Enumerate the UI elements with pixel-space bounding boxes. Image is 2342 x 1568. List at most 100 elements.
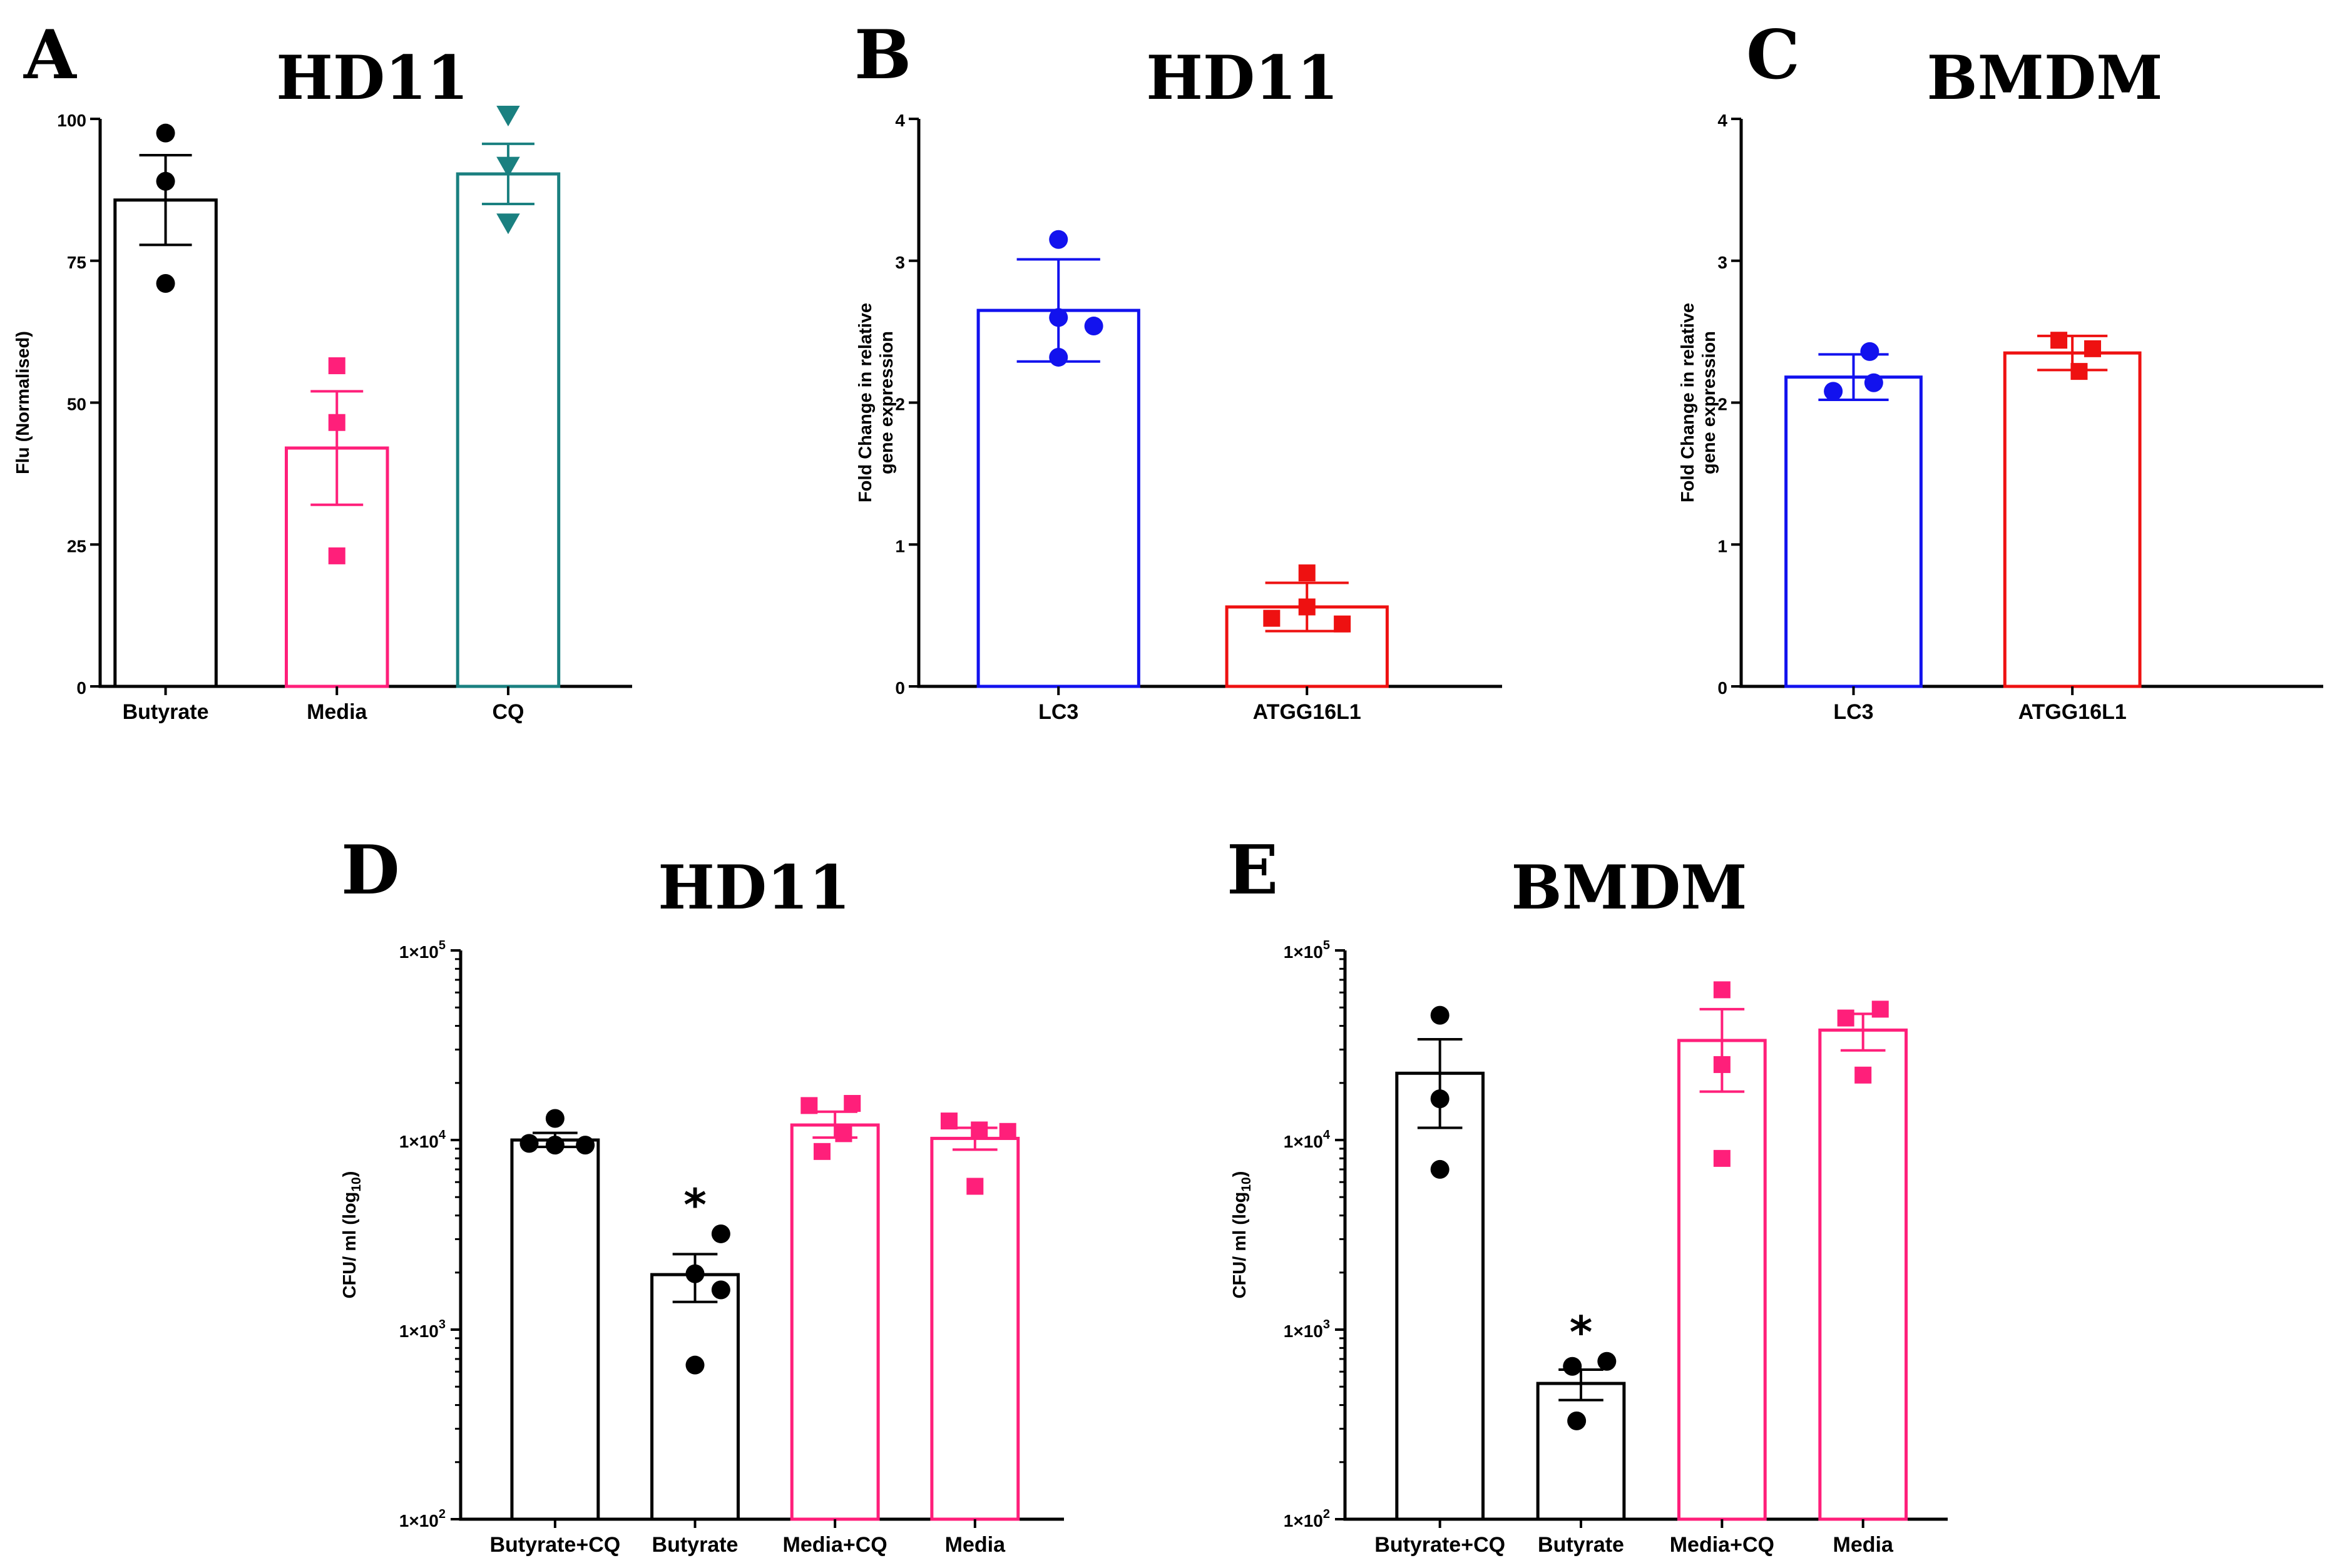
data-point	[966, 1178, 984, 1195]
y-tick-label: 1×104	[399, 1128, 446, 1151]
y-tick-label: 0	[1717, 678, 1727, 698]
data-point	[156, 171, 175, 191]
data-point	[1871, 1000, 1889, 1018]
data-point	[496, 213, 520, 235]
y-tick-label: 1×103	[399, 1318, 446, 1341]
y-tick-label: 2	[895, 395, 905, 414]
chart-title: HD11	[276, 43, 469, 113]
data-point	[1837, 1009, 1854, 1027]
data-point	[1430, 1089, 1450, 1109]
data-point	[835, 1125, 852, 1143]
data-point	[576, 1136, 595, 1155]
panel-letter: C	[1746, 16, 1800, 94]
chart-title: HD11	[1146, 43, 1339, 113]
data-point	[1263, 609, 1281, 627]
chart-panel-e: E BMDM 1×102 1×103 1×104 1×105 CFU/ ml (log10)…	[1227, 831, 1948, 1557]
panel-letter: E	[1227, 831, 1278, 910]
data-point	[2050, 332, 2068, 349]
y-tick-label: 1×104	[1284, 1128, 1331, 1151]
data-point	[1298, 564, 1316, 582]
data-point	[1430, 1159, 1450, 1179]
y-tick-label: 100	[57, 111, 86, 130]
y-axis-label: CFU/ ml (log10)	[340, 1171, 364, 1299]
data-point	[1084, 317, 1103, 336]
y-tick-label: 1×103	[1284, 1318, 1330, 1341]
y-tick-label: 3	[895, 253, 905, 272]
x-tick-label: Butyrate+CQ	[1374, 1533, 1505, 1557]
y-axis-label: Fold Change in relative	[856, 303, 876, 502]
x-tick-label: Butyrate+CQ	[489, 1533, 620, 1557]
data-point	[999, 1123, 1016, 1140]
x-tick-label: CQ	[492, 700, 524, 724]
y-tick-label: 0	[76, 678, 86, 698]
data-point	[711, 1280, 730, 1300]
x-tick-label: ATGG16L1	[2018, 700, 2127, 724]
y-tick-label: 1	[1717, 536, 1727, 556]
data-point	[1334, 615, 1351, 633]
chart-title: HD11	[658, 852, 851, 923]
y-tick-label: 3	[1717, 253, 1727, 272]
y-tick-label: 1×105	[1284, 939, 1330, 962]
y-tick-label: 0	[895, 678, 905, 698]
data-point	[328, 414, 345, 431]
data-point	[685, 1264, 705, 1283]
data-point	[1713, 981, 1731, 999]
data-point	[1049, 230, 1068, 249]
data-point	[156, 274, 175, 293]
x-tick-label: Media	[1833, 1533, 1894, 1557]
data-point	[1824, 382, 1843, 401]
significance-label: *	[683, 1179, 707, 1231]
data-point	[1713, 1056, 1731, 1073]
data-point	[1049, 347, 1068, 367]
data-point	[545, 1136, 565, 1155]
data-point	[328, 357, 345, 375]
x-tick-label: LC3	[1038, 700, 1078, 724]
data-point	[1860, 342, 1879, 361]
data-point	[545, 1109, 565, 1128]
y-tick-label: 1×102	[399, 1507, 446, 1530]
data-point	[1563, 1357, 1582, 1376]
data-point	[940, 1112, 958, 1130]
data-point	[496, 156, 520, 178]
data-point	[685, 1355, 705, 1375]
y-axis-label: Flu (Normalised)	[13, 331, 33, 474]
chart-panel-b: B HD11 0 1 2 3 4 Fold Change in relative gene ex…	[854, 16, 1502, 724]
chart-panel-d: D HD11 1×102 1×103 1×104 1×105 CFU/ ml (log10)…	[340, 831, 1064, 1557]
data-point	[971, 1121, 988, 1139]
data-point	[328, 547, 345, 564]
x-tick-label: Butyrate	[1538, 1533, 1624, 1557]
x-tick-label: Media	[307, 700, 367, 724]
x-tick-label: ATGG16L1	[1253, 700, 1361, 724]
y-tick-label: 25	[67, 536, 86, 556]
y-axis-label: gene expression	[1699, 331, 1719, 474]
y-axis-label: CFU/ ml (log10)	[1230, 1171, 1254, 1299]
x-tick-label: Media+CQ	[1670, 1533, 1774, 1557]
data-point	[1713, 1149, 1731, 1167]
data-point	[496, 105, 520, 126]
x-tick-label: Media	[945, 1533, 1006, 1557]
y-tick-label: 2	[1717, 395, 1727, 414]
x-tick-label: Butyrate	[123, 700, 209, 724]
y-axis-label: gene expression	[877, 331, 897, 474]
data-point	[1567, 1411, 1587, 1430]
y-tick-label: 1×105	[399, 939, 446, 962]
data-point	[1597, 1352, 1617, 1371]
y-tick-label: 4	[1717, 111, 1727, 130]
data-point	[800, 1097, 818, 1114]
chart-panel-c: C BMDM 0 1 2 3 4 Fold Change in relative gene ex…	[1678, 16, 2323, 724]
data-point	[1864, 373, 1883, 392]
y-tick-label: 1×102	[1284, 1507, 1330, 1530]
data-point	[1298, 598, 1316, 616]
chart-panel-a: A HD11 0 25 50 75 100 Flu (Normalised) Butyrate M…	[13, 16, 632, 724]
data-point	[844, 1094, 861, 1112]
x-tick-label: LC3	[1833, 700, 1873, 724]
data-point	[1854, 1066, 1872, 1084]
panel-letter: A	[23, 16, 78, 94]
y-axis-label: Fold Change in relative	[1678, 303, 1698, 502]
y-tick-label: 75	[67, 253, 86, 272]
data-point	[519, 1134, 539, 1153]
data-point	[2084, 340, 2102, 357]
significance-label: *	[1570, 1307, 1593, 1358]
